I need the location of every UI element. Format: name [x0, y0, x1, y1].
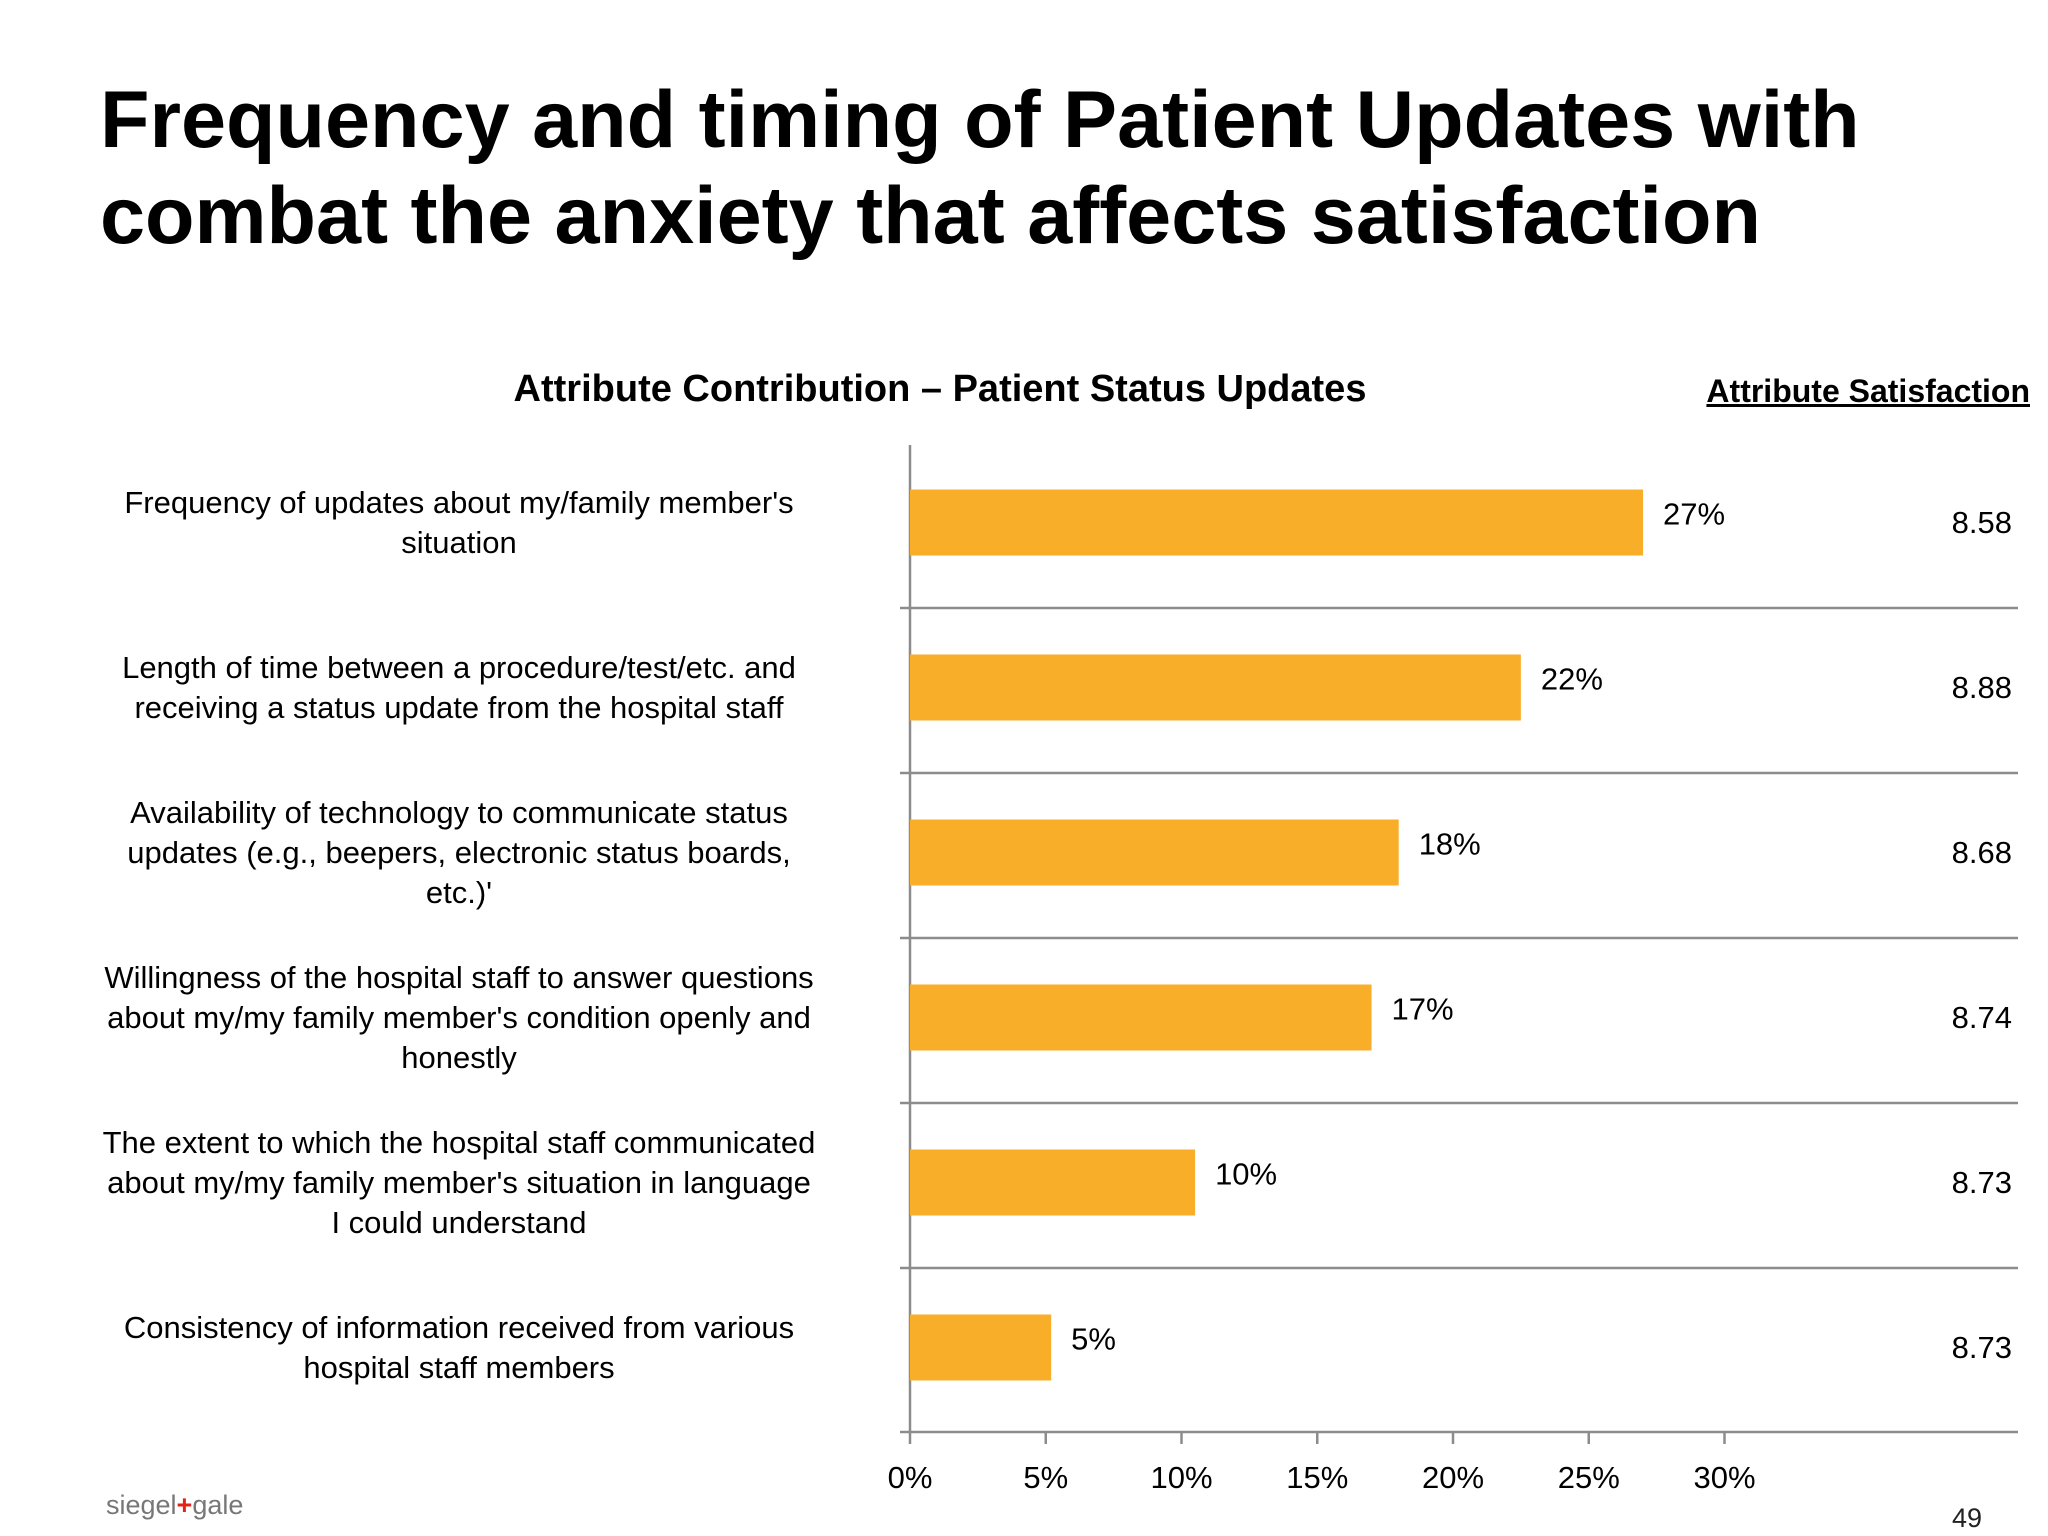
category-label-line: honestly — [401, 1039, 517, 1075]
category-label-line: I could understand — [331, 1204, 587, 1240]
x-tick-label: 30% — [1693, 1460, 1755, 1495]
x-tick-label: 15% — [1286, 1460, 1348, 1495]
bar — [910, 1314, 1052, 1381]
page-number: 49 — [1951, 1503, 1982, 1533]
category-label: The extent to which the hospital staff c… — [40, 1123, 878, 1243]
category-label-line: about my/my family member's condition op… — [107, 999, 811, 1035]
x-tick-label: 25% — [1558, 1460, 1620, 1495]
category-label-line: Willingness of the hospital staff to ans… — [104, 959, 814, 995]
bar — [910, 654, 1521, 721]
x-tick-label: 10% — [1150, 1460, 1212, 1495]
category-label: Availability of technology to communicat… — [40, 793, 878, 913]
category-label-line: Consistency of information received from… — [123, 1309, 795, 1345]
category-label-line: updates (e.g., beepers, electronic statu… — [127, 834, 791, 870]
bar — [910, 984, 1372, 1051]
bar — [910, 1149, 1196, 1216]
attribute-satisfaction-value: 8.73 — [1951, 1164, 2012, 1200]
chart-title: Attribute Contribution – Patient Status … — [513, 368, 1367, 410]
siegel-gale-logo: siegel+gale — [106, 1490, 244, 1520]
category-label-line: Availability of technology to communicat… — [130, 794, 788, 830]
attribute-satisfaction-value: 8.68 — [1951, 834, 2012, 870]
bar — [910, 819, 1399, 886]
slide-title-line-2: combat the anxiety that affects satisfac… — [100, 171, 1761, 261]
slide-title-line-1: Frequency and timing of Patient Updates … — [100, 75, 1860, 165]
slide-title: Frequency and timing of Patient Updates … — [100, 72, 2000, 264]
category-label: Willingness of the hospital staff to ans… — [40, 958, 878, 1078]
bar-data-label: 17% — [1392, 992, 1454, 1027]
category-label: Length of time between a procedure/test/… — [40, 648, 878, 728]
attribute-satisfaction-header: Attribute Satisfaction — [1706, 373, 2030, 409]
x-tick-label: 5% — [1023, 1460, 1068, 1495]
category-label-line: The extent to which the hospital staff c… — [102, 1124, 816, 1160]
bar-data-label: 10% — [1215, 1157, 1277, 1192]
bar — [910, 489, 1644, 556]
category-label-line: Length of time between a procedure/test/… — [122, 649, 796, 685]
category-label: Frequency of updates about my/family mem… — [40, 483, 878, 563]
category-label-line: Frequency of updates about my/family mem… — [124, 484, 794, 520]
category-label-line: about my/my family member's situation in… — [107, 1164, 811, 1200]
category-label-line: hospital staff members — [303, 1349, 615, 1385]
attribute-satisfaction-value: 8.88 — [1951, 669, 2012, 705]
attribute-satisfaction-value: 8.74 — [1951, 999, 2012, 1035]
category-label-line: etc.)' — [425, 874, 493, 910]
x-tick-label: 20% — [1422, 1460, 1484, 1495]
bar-data-label: 5% — [1071, 1322, 1116, 1357]
bar-data-label: 18% — [1419, 827, 1481, 862]
x-tick-label: 0% — [888, 1460, 933, 1495]
category-label-line: receiving a status update from the hospi… — [134, 689, 784, 725]
attribute-satisfaction-value: 8.58 — [1951, 504, 2012, 540]
bar-data-label: 27% — [1663, 497, 1725, 532]
category-label-line: situation — [401, 524, 517, 560]
bar-data-label: 22% — [1541, 662, 1603, 697]
attribute-satisfaction-value: 8.73 — [1951, 1329, 2012, 1365]
category-label: Consistency of information received from… — [40, 1308, 878, 1388]
